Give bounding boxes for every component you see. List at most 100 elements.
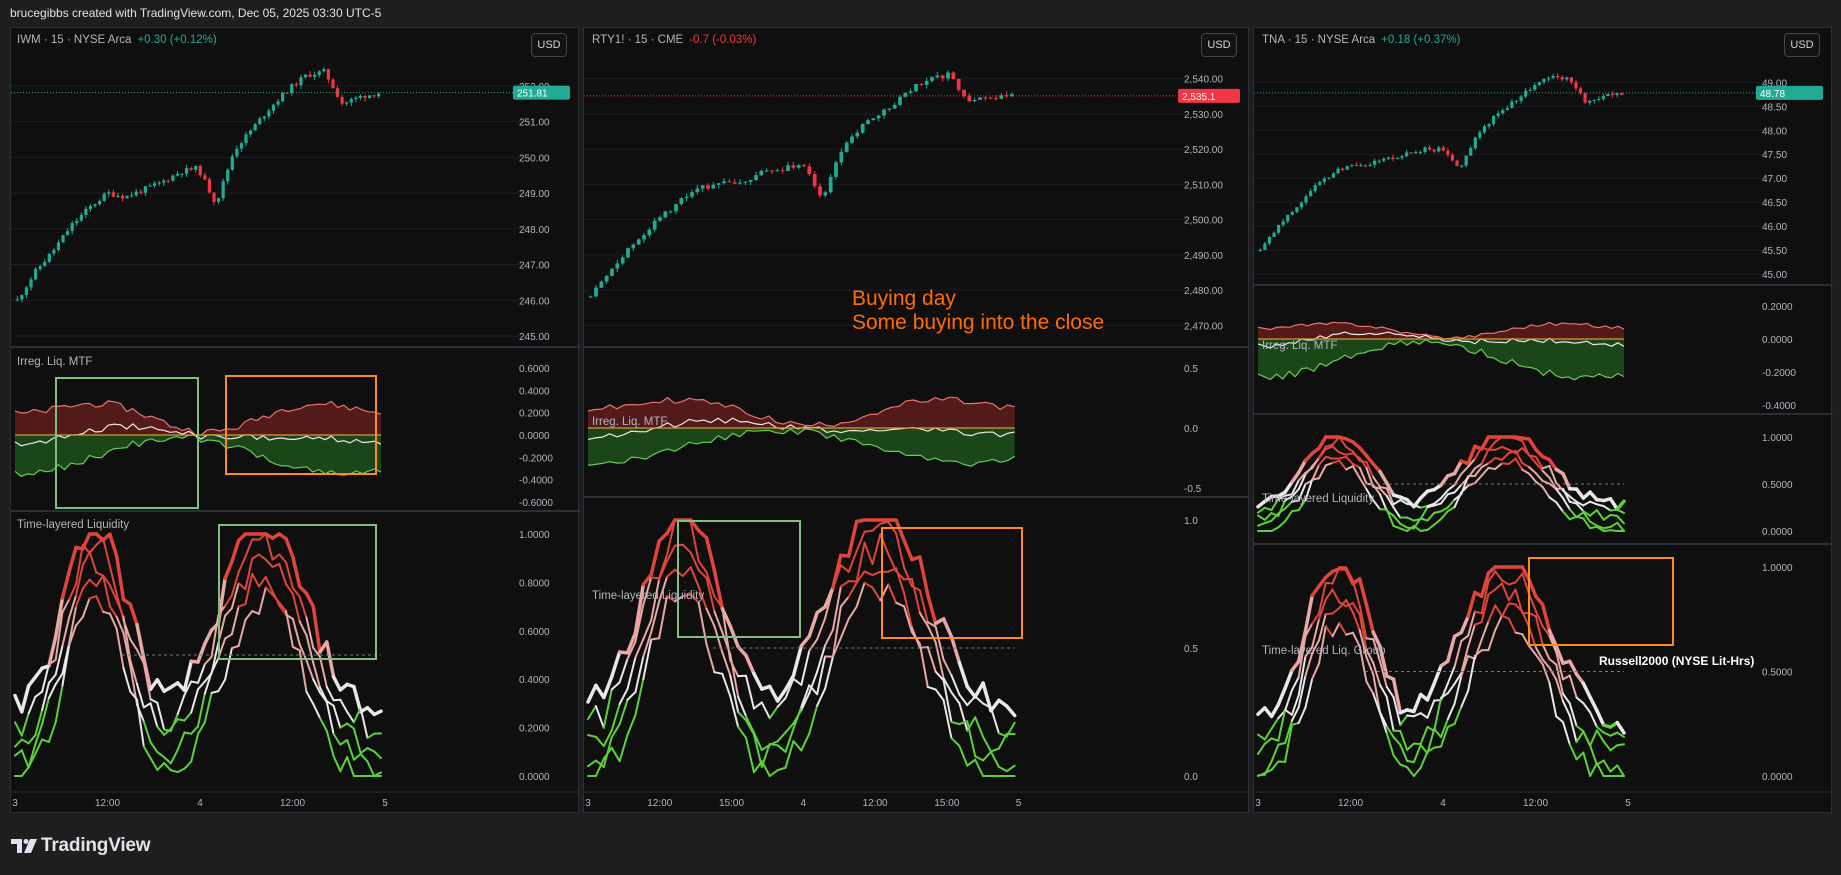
time-tick-label: 3 [12,798,18,809]
liq-series-segment [1412,744,1422,764]
liq-series-segment [982,735,992,753]
candle-body [84,208,88,215]
liq-series-segment [61,644,71,687]
annotation-line-2: Some buying into the close [852,311,1105,334]
chart-panel-iwm[interactable]: 252.00251.00250.00249.00248.00247.00246.… [10,27,580,814]
candle-body [764,170,769,172]
liq-series-segment [824,655,834,690]
liq-series-segment [776,766,787,772]
symbol: IWM [17,34,41,46]
liq-series-segment [1426,504,1436,509]
liq-series-segment [1453,705,1463,725]
chart-canvas[interactable]: 49.00 48.50 48.00 47.50 47.00 46.50 46.00 45.50… [1254,28,1833,814]
liq-series-segment [1589,711,1598,728]
candle-body [668,211,673,213]
liq-series-segment [1453,672,1463,685]
liq-series-segment [346,710,355,724]
candle-body [162,180,166,183]
liq-series-segment [1494,614,1503,632]
liq-series-segment [155,678,166,693]
liq-series-segment [1257,514,1266,521]
liq-series-segment [142,656,153,692]
liq-series-segment [1345,599,1354,614]
liq-series-segment [156,751,166,759]
liq-series-segment [176,693,186,716]
candle-body [1459,165,1464,167]
liq-series-segment [1324,581,1334,585]
liq-series-segment [1378,469,1389,485]
liq-series-segment [1527,578,1538,599]
liq-series-segment [871,522,882,532]
liq-series-segment [1479,571,1491,599]
candle-body [189,168,193,170]
liq-series-segment [657,531,669,543]
symbol-legend[interactable]: IWM · 15 · NYSE Arca +0.30 (+0.12%) [17,34,217,46]
liq-series-segment [1303,593,1314,633]
currency-button[interactable]: USD [1784,33,1820,57]
liq-series-segment [1609,513,1619,517]
candle-body [871,118,876,121]
candle-body [180,173,184,175]
liq-series-segment [1372,476,1381,488]
candle-body [930,77,934,81]
chart-canvas[interactable]: 2,540.00 2,530.00 2,520.00 2,510.00 2,500.00… [584,28,1250,814]
candle-body [1354,164,1358,166]
liq-series-segment [1351,465,1361,479]
liq-series-segment [305,616,315,649]
liq-series-segment [1589,762,1598,777]
candle-body [1510,101,1514,109]
liq-series-segment [230,582,240,610]
candle-body [1010,94,1014,97]
candle-body [349,99,353,103]
liq-series-segment [108,584,118,602]
time-tick-label: 12:00 [647,798,672,809]
time-tick-label: 12:00 [280,798,305,809]
liq-series-segment [847,549,858,573]
liq-tick-label: 0.5000 [1762,668,1793,679]
liq-series-segment [291,555,302,589]
candle-body [1620,93,1624,95]
chart-panel-rty[interactable]: 2,540.00 2,530.00 2,520.00 2,510.00 2,500.00… [583,27,1250,814]
liq-series-segment [1290,509,1300,513]
liq-series-segment [197,663,206,684]
liq-series-segment [602,729,613,747]
candle-body [93,204,97,206]
liq-series-segment [1548,658,1558,666]
chart-panel-tna[interactable]: 49.00 48.50 48.00 47.50 47.00 46.50 46.00 45.50… [1253,27,1833,814]
liq-series-segment [156,701,166,731]
liq-series-segment [1331,622,1341,638]
liq-series-segment [824,628,834,647]
chart-canvas[interactable]: 252.00251.00250.00249.00248.00247.00246.… [11,28,580,814]
liq-series-segment [989,747,1000,753]
liq-series-segment [1392,524,1402,530]
liq-series-segment [1582,517,1592,530]
candle-body [152,183,157,186]
liq-series-segment [122,631,132,667]
liq-series-segment [1609,508,1619,512]
liq-series-segment [1304,622,1314,638]
liq-series-segment [148,678,160,692]
tradingview-logo[interactable]: TradingView [11,835,151,857]
liq-series-segment [696,528,709,540]
liq-series-segment [1392,696,1402,727]
candle-body [235,148,239,157]
liq-series-segment [1351,462,1361,469]
currency-button[interactable]: USD [1201,33,1237,57]
liq-series-segment [1568,659,1579,676]
liq-series-segment [1602,513,1612,521]
candle-body [1290,212,1294,215]
liq-series-segment [1426,523,1436,531]
osc-tick-label: 0.0000 [1762,335,1793,346]
symbol-legend[interactable]: RTY1! · 15 · CME -0.7 (-0.03%) [592,34,757,46]
currency-button[interactable]: USD [531,33,567,57]
symbol-legend[interactable]: TNA · 15 · NYSE Arca +0.18 (+0.37%) [1262,34,1461,46]
liq-series-segment [1589,744,1598,766]
liq-series-segment [1385,695,1395,732]
liq-series-segment [33,666,44,679]
liq-pane-title: Time-layered Liquidity [1262,493,1375,505]
candle-body [706,185,710,189]
liq-series-segment [1351,631,1361,648]
liq-series-segment [1507,581,1517,586]
candle-body [166,180,170,182]
liq-series-segment [224,607,233,617]
